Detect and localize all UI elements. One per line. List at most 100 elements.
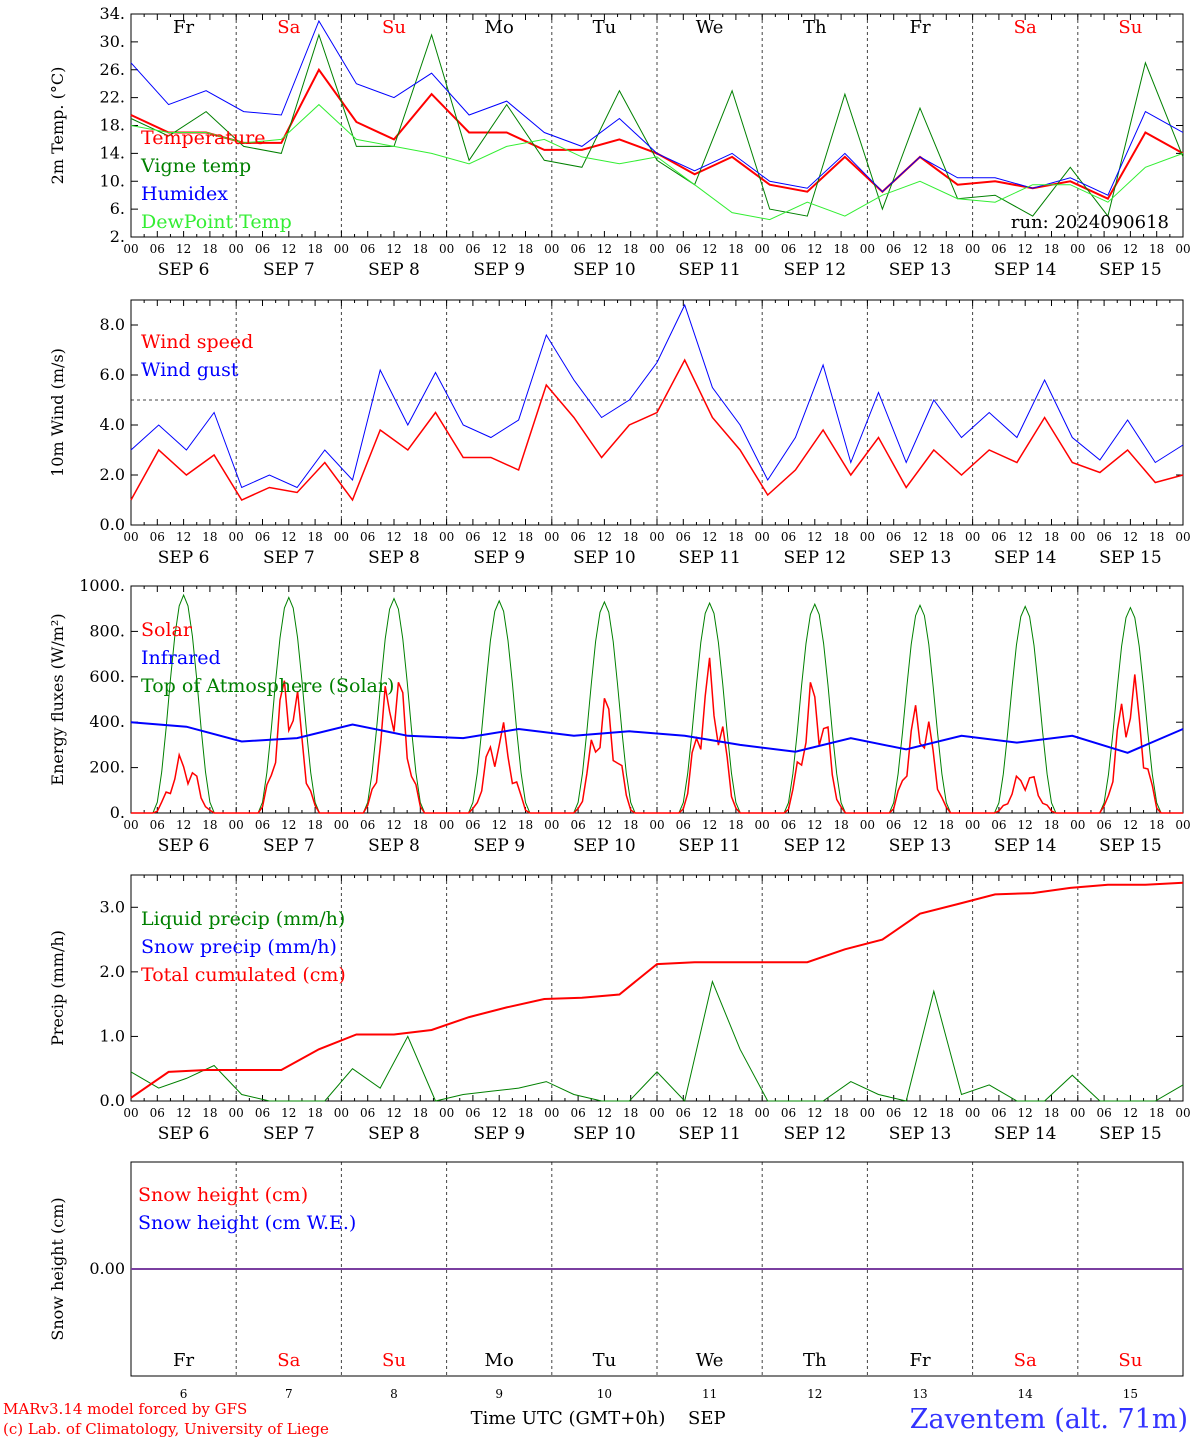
- hour-tick-label: 00: [229, 530, 244, 544]
- hour-tick-label: 18: [518, 242, 533, 256]
- hour-tick-label: 18: [307, 818, 322, 832]
- hour-tick-label: 18: [728, 530, 743, 544]
- legend-entry: Top of Atmosphere (Solar): [141, 675, 394, 697]
- y-axis-label: Energy fluxes (W/m²): [48, 613, 67, 785]
- date-label: SEP 11: [678, 836, 741, 856]
- wind-series-line: [130, 303, 1184, 489]
- hour-tick-label: 18: [939, 242, 954, 256]
- hour-tick-label: 00: [334, 1106, 349, 1120]
- y-tick-label: 0.0: [100, 515, 125, 534]
- y-tick-label: 2.: [110, 227, 125, 246]
- hour-tick-label: 12: [176, 530, 191, 544]
- hour-tick-label: 18: [833, 530, 848, 544]
- station-title: Zaventem (alt. 71m): [910, 1404, 1188, 1435]
- hour-tick-label: 00: [649, 818, 664, 832]
- hour-tick-label: 12: [597, 242, 612, 256]
- date-label: SEP 12: [784, 548, 847, 568]
- hour-tick-label: 12: [176, 242, 191, 256]
- date-label: SEP 15: [1099, 836, 1162, 856]
- hour-tick-label: 00: [649, 530, 664, 544]
- day-name-label: Th: [803, 1350, 827, 1371]
- hour-tick-label: 00: [1070, 1106, 1085, 1120]
- hour-tick-label: 06: [255, 530, 270, 544]
- hour-tick-label: 18: [728, 1106, 743, 1120]
- hour-tick-label: 06: [360, 242, 375, 256]
- hour-tick-label: 00: [123, 1106, 138, 1120]
- hour-tick-label: 12: [281, 530, 296, 544]
- y-tick-label: 30.: [100, 32, 125, 51]
- hour-tick-label: 12: [1018, 818, 1033, 832]
- y-tick-label: 2.0: [100, 465, 125, 484]
- infrared-line: [130, 721, 1184, 754]
- liquid-precip-line: [130, 979, 1184, 1103]
- hour-tick-label: 18: [623, 530, 638, 544]
- hour-tick-label: 06: [676, 530, 691, 544]
- hour-tick-label: 00: [860, 1106, 875, 1120]
- legend-entry: Infrared: [141, 647, 221, 669]
- hour-tick-label: 12: [386, 1106, 401, 1120]
- date-label: SEP 15: [1099, 548, 1162, 568]
- day-name-label: Fr: [173, 1350, 194, 1371]
- day-number-label: 7: [285, 1387, 293, 1401]
- date-label: SEP 13: [889, 260, 952, 280]
- hour-tick-label: 12: [386, 530, 401, 544]
- hour-tick-label: 00: [439, 818, 454, 832]
- hour-tick-label: 06: [150, 818, 165, 832]
- hour-tick-label: 06: [991, 530, 1006, 544]
- hour-tick-label: 06: [991, 1106, 1006, 1120]
- temp-series-line: [130, 19, 1184, 196]
- hour-tick-label: 00: [334, 818, 349, 832]
- date-label: SEP 9: [473, 836, 525, 856]
- hour-tick-label: 18: [307, 242, 322, 256]
- hour-tick-label: 06: [570, 818, 585, 832]
- hour-tick-label: 12: [807, 818, 822, 832]
- hour-tick-label: 00: [123, 242, 138, 256]
- hour-tick-label: 00: [1070, 530, 1085, 544]
- hour-tick-label: 00: [965, 242, 980, 256]
- date-label: SEP 15: [1099, 260, 1162, 280]
- date-label: SEP 7: [263, 260, 315, 280]
- day-name-label: Mo: [485, 17, 514, 38]
- date-label: SEP 10: [573, 260, 636, 280]
- day-number-label: 14: [1018, 1387, 1034, 1401]
- date-label: SEP 13: [889, 1124, 952, 1144]
- hour-tick-label: 00: [229, 1106, 244, 1120]
- legend-entry: Solar: [141, 619, 193, 641]
- date-label: SEP 15: [1099, 1124, 1162, 1144]
- hour-tick-label: 12: [702, 530, 717, 544]
- legend-entry: Temperature: [141, 127, 265, 149]
- hour-tick-label: 18: [1149, 1106, 1164, 1120]
- footer-lab: (c) Lab. of Climatology, University of L…: [3, 1420, 329, 1438]
- hour-tick-label: 18: [518, 530, 533, 544]
- hour-tick-label: 06: [150, 242, 165, 256]
- hour-tick-label: 06: [360, 530, 375, 544]
- wind-series-line: [130, 358, 1184, 502]
- hour-tick-label: 06: [465, 1106, 480, 1120]
- hour-tick-label: 12: [1123, 242, 1138, 256]
- hour-tick-label: 06: [1096, 818, 1111, 832]
- hour-tick-label: 00: [860, 242, 875, 256]
- hour-tick-label: 18: [623, 1106, 638, 1120]
- y-tick-label: 4.0: [100, 415, 125, 434]
- y-tick-label: 8.0: [100, 315, 125, 334]
- solar-line: [131, 657, 1183, 814]
- hour-tick-label: 06: [465, 530, 480, 544]
- hour-tick-label: 12: [597, 530, 612, 544]
- hour-tick-label: 06: [886, 818, 901, 832]
- hour-tick-label: 00: [439, 1106, 454, 1120]
- date-label: SEP 7: [263, 548, 315, 568]
- hour-tick-label: 00: [755, 242, 770, 256]
- day-number-label: 15: [1123, 1387, 1138, 1401]
- hour-tick-label: 12: [386, 242, 401, 256]
- hour-tick-label: 00: [1175, 1106, 1190, 1120]
- hour-tick-label: 00: [334, 242, 349, 256]
- y-tick-label: 400.: [89, 712, 125, 731]
- hour-tick-label: 06: [150, 530, 165, 544]
- date-label: SEP 11: [678, 548, 741, 568]
- date-label: SEP 13: [889, 836, 952, 856]
- hour-tick-label: 12: [912, 530, 927, 544]
- hour-tick-label: 06: [150, 1106, 165, 1120]
- hour-tick-label: 06: [570, 1106, 585, 1120]
- y-tick-label: 600.: [89, 667, 125, 686]
- legend-entry: Humidex: [141, 183, 228, 205]
